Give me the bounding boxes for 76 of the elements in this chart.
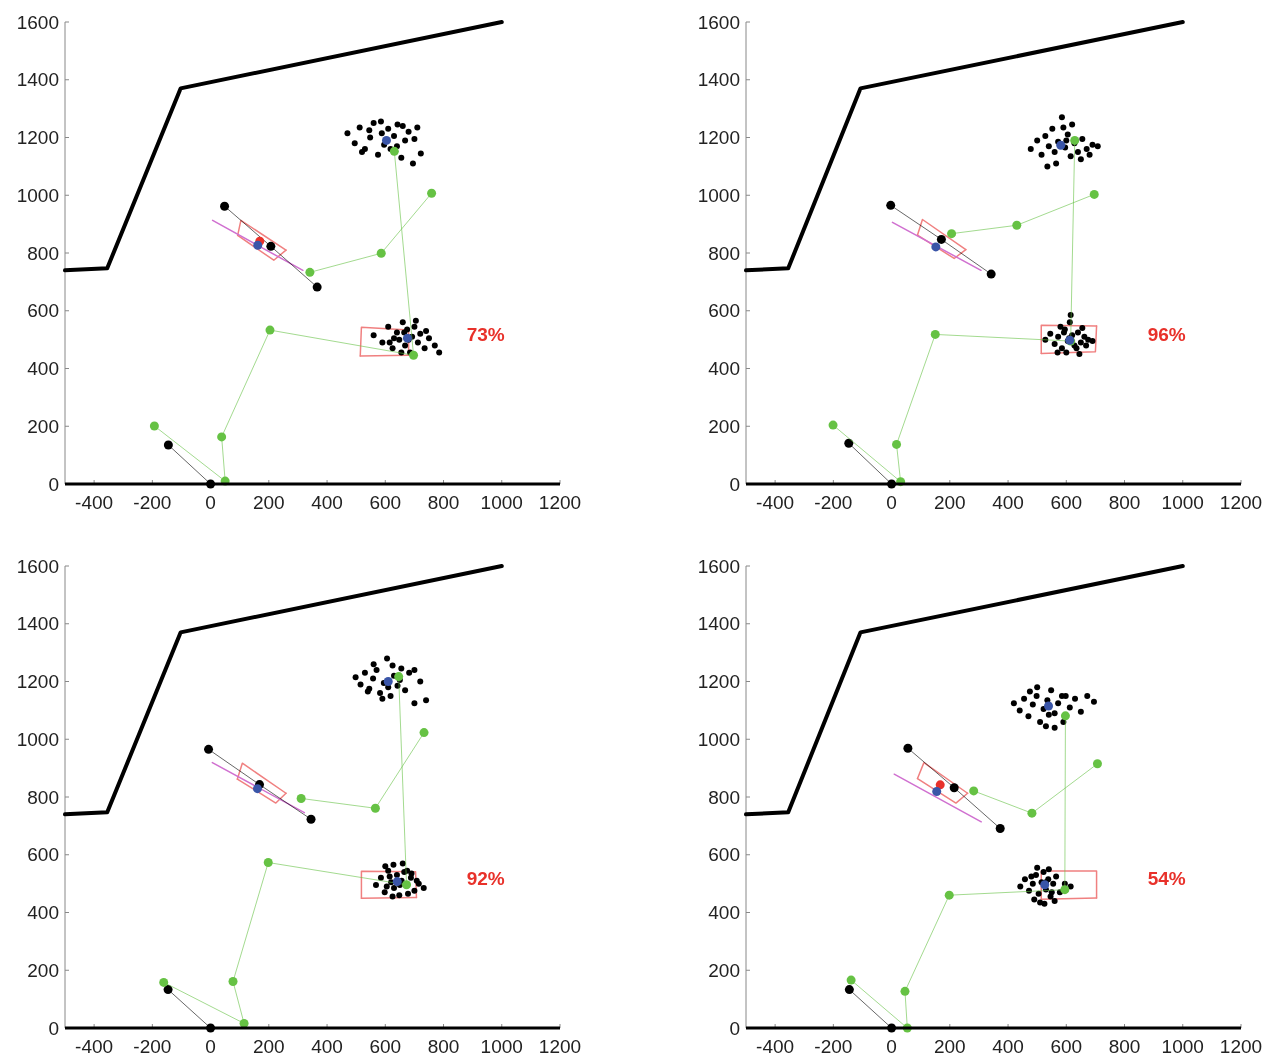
y-tick-label: 1000 [697,184,740,206]
x-tick-label: 200 [933,492,966,513]
x-tick-label: 1000 [480,492,523,513]
x-tick-label: -200 [814,1036,853,1057]
y-tick-label: 800 [708,786,740,808]
x-tick-label: 200 [252,1036,285,1057]
x-tick-label: 400 [992,1036,1024,1057]
x-tick-label: 1000 [1161,492,1204,513]
y-tick-label: 400 [27,358,59,380]
annotation: 73% [466,323,505,345]
x-tick-label: 400 [311,1036,343,1057]
annotation: 54% [1147,867,1186,889]
y-tick-label: 800 [27,242,59,264]
y-tick-label: 0 [729,473,740,495]
x-tick-label: 600 [1050,492,1083,513]
y-tick-label: 1600 [16,555,59,577]
x-tick-label: 800 [427,492,460,513]
y-tick-label: 1200 [16,127,59,149]
y-tick-label: 1200 [697,127,740,149]
annotation: 96% [1147,323,1186,345]
y-tick-label: 0 [729,1017,740,1039]
x-tick-label: 0 [886,1036,897,1057]
y-tick-label: 800 [27,786,59,808]
x-tick-label: 1200 [1219,492,1263,513]
x-tick-label: -200 [133,1036,172,1057]
x-tick-label: 600 [1050,1036,1083,1057]
y-tick-label: 400 [708,902,740,924]
x-tick-label: 800 [1108,1036,1141,1057]
x-tick-label: 200 [933,1036,966,1057]
y-tick-label: 200 [708,415,740,437]
y-tick-label: 1200 [16,671,59,693]
y-tick-label: 0 [48,1017,59,1039]
x-tick-label: -400 [756,492,795,513]
y-tick-label: 200 [27,959,59,981]
x-tick-label: 800 [427,1036,460,1057]
y-tick-label: 1400 [16,613,59,635]
x-tick-label: -400 [756,1036,795,1057]
x-tick-label: 1000 [480,1036,523,1057]
x-tick-label: 600 [369,492,402,513]
y-tick-label: 400 [708,358,740,380]
y-tick-label: 1000 [16,728,59,750]
y-tick-label: 1600 [697,555,740,577]
y-tick-label: 0 [48,473,59,495]
y-tick-label: 600 [708,300,740,322]
x-tick-label: 0 [205,1036,216,1057]
y-tick-label: 800 [708,242,740,264]
y-tick-label: 1400 [697,69,740,91]
y-tick-label: 400 [27,902,59,924]
y-tick-label: 600 [27,300,59,322]
x-tick-label: 1200 [1219,1036,1263,1057]
x-tick-label: 200 [252,492,285,513]
y-tick-label: 1400 [697,613,740,635]
x-tick-label: 800 [1108,492,1141,513]
y-tick-label: 1200 [697,671,740,693]
x-tick-label: 400 [311,492,343,513]
y-tick-label: 600 [708,844,740,866]
y-tick-label: 200 [708,959,740,981]
x-tick-label: 600 [369,1036,402,1057]
y-tick-label: 1600 [16,11,59,33]
x-tick-label: -400 [75,1036,114,1057]
x-tick-label: -200 [133,492,172,513]
x-tick-label: -200 [814,492,853,513]
annotation: 92% [466,867,505,889]
x-tick-label: 1200 [538,492,582,513]
x-tick-label: 0 [205,492,216,513]
x-tick-label: 1200 [538,1036,582,1057]
y-tick-label: 1600 [697,11,740,33]
x-tick-label: 0 [886,492,897,513]
y-tick-label: 200 [27,415,59,437]
y-tick-label: 1000 [16,184,59,206]
y-tick-label: 1400 [16,69,59,91]
y-tick-label: 600 [27,844,59,866]
x-tick-label: 400 [992,492,1024,513]
y-tick-label: 1000 [697,728,740,750]
x-tick-label: -400 [75,492,114,513]
x-tick-label: 1000 [1161,1036,1204,1057]
